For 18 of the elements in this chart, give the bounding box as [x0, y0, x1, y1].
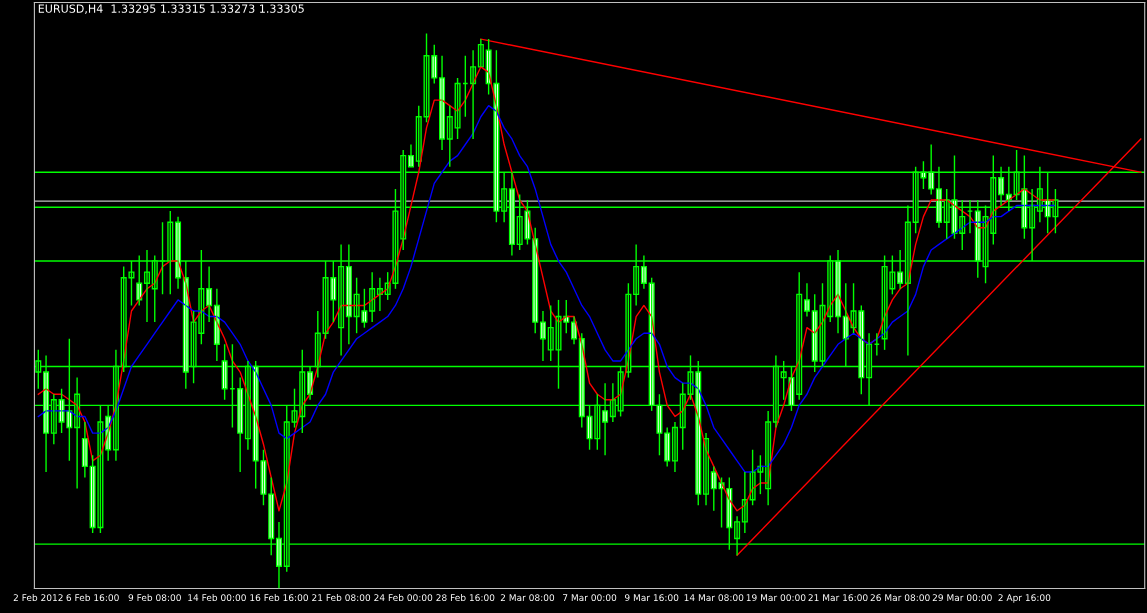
x-tick-label: 7 Mar 00:00: [563, 594, 617, 602]
x-tick-label: 21 Mar 16:00: [808, 594, 868, 602]
x-tick-label: 2 Feb 2012: [13, 594, 63, 602]
x-tick-label: 24 Feb 00:00: [374, 594, 433, 602]
x-tick-label: 14 Mar 08:00: [684, 594, 744, 602]
x-tick-label: 16 Feb 16:00: [250, 594, 308, 602]
chart-title: EURUSD,H4 1.33295 1.33315 1.33273 1.33305: [38, 4, 304, 14]
x-tick-label: 29 Mar 00:00: [932, 594, 992, 602]
x-tick-label: 9 Mar 16:00: [624, 594, 679, 602]
x-tick-label: 21 Feb 08:00: [312, 594, 371, 602]
x-tick-label: 2 Mar 08:00: [500, 594, 555, 602]
x-tick-label: 6 Feb 16:00: [66, 594, 119, 602]
x-tick-label: 2 Apr 16:00: [998, 594, 1051, 603]
x-tick-label: 28 Feb 16:00: [436, 594, 495, 602]
x-tick-label: 14 Feb 00:00: [188, 594, 246, 602]
x-tick-label: 9 Feb 08:00: [128, 594, 181, 602]
x-tick-label: 19 Mar 00:00: [746, 594, 806, 602]
x-tick-label: 26 Mar 08:00: [870, 594, 930, 602]
